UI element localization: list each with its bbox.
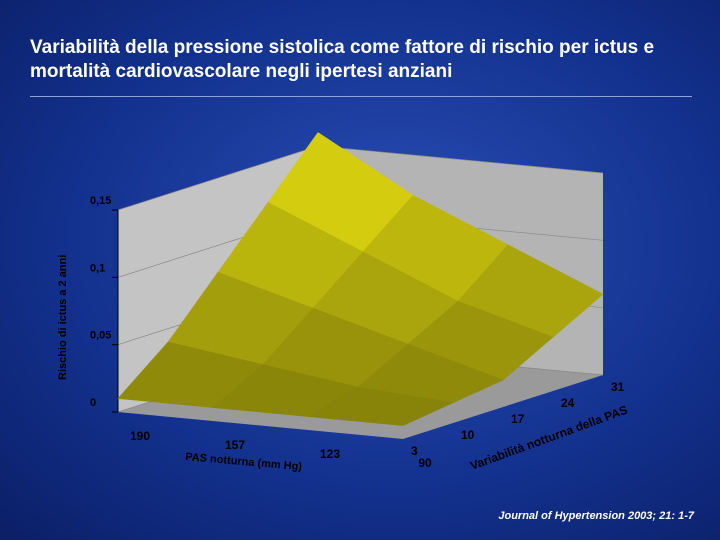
y-tick-label: 10	[461, 428, 475, 442]
y-tick-label: 3	[411, 444, 418, 458]
x-tick-label: 123	[320, 447, 340, 461]
y-tick-label: 17	[511, 412, 525, 426]
slide-title: Variabilità della pressione sistolica co…	[30, 37, 655, 82]
x-axis-title: PAS notturna (mm Hg)	[185, 451, 303, 473]
y-axis-title: Variabilità notturna della PAS	[468, 403, 629, 473]
source: Journal of Hypertension 2003; 21: 1-7	[498, 510, 694, 522]
x-tick-label: 90	[418, 456, 432, 470]
z-tick-label: 0,1	[90, 262, 105, 274]
y-tick-label: 31	[611, 380, 625, 394]
x-tick-label: 190	[130, 429, 150, 443]
x-tick-label: 157	[225, 438, 245, 452]
y-tick-label: 24	[561, 396, 575, 410]
z-axis-title: Rischio di ictus a 2 anni	[57, 255, 69, 380]
surface-patch	[307, 386, 455, 426]
z-tick-label: 0	[90, 397, 96, 409]
title-rule	[30, 96, 692, 97]
z-tick-label: 0,15	[90, 195, 111, 207]
z-tick-label: 0,05	[90, 330, 111, 342]
